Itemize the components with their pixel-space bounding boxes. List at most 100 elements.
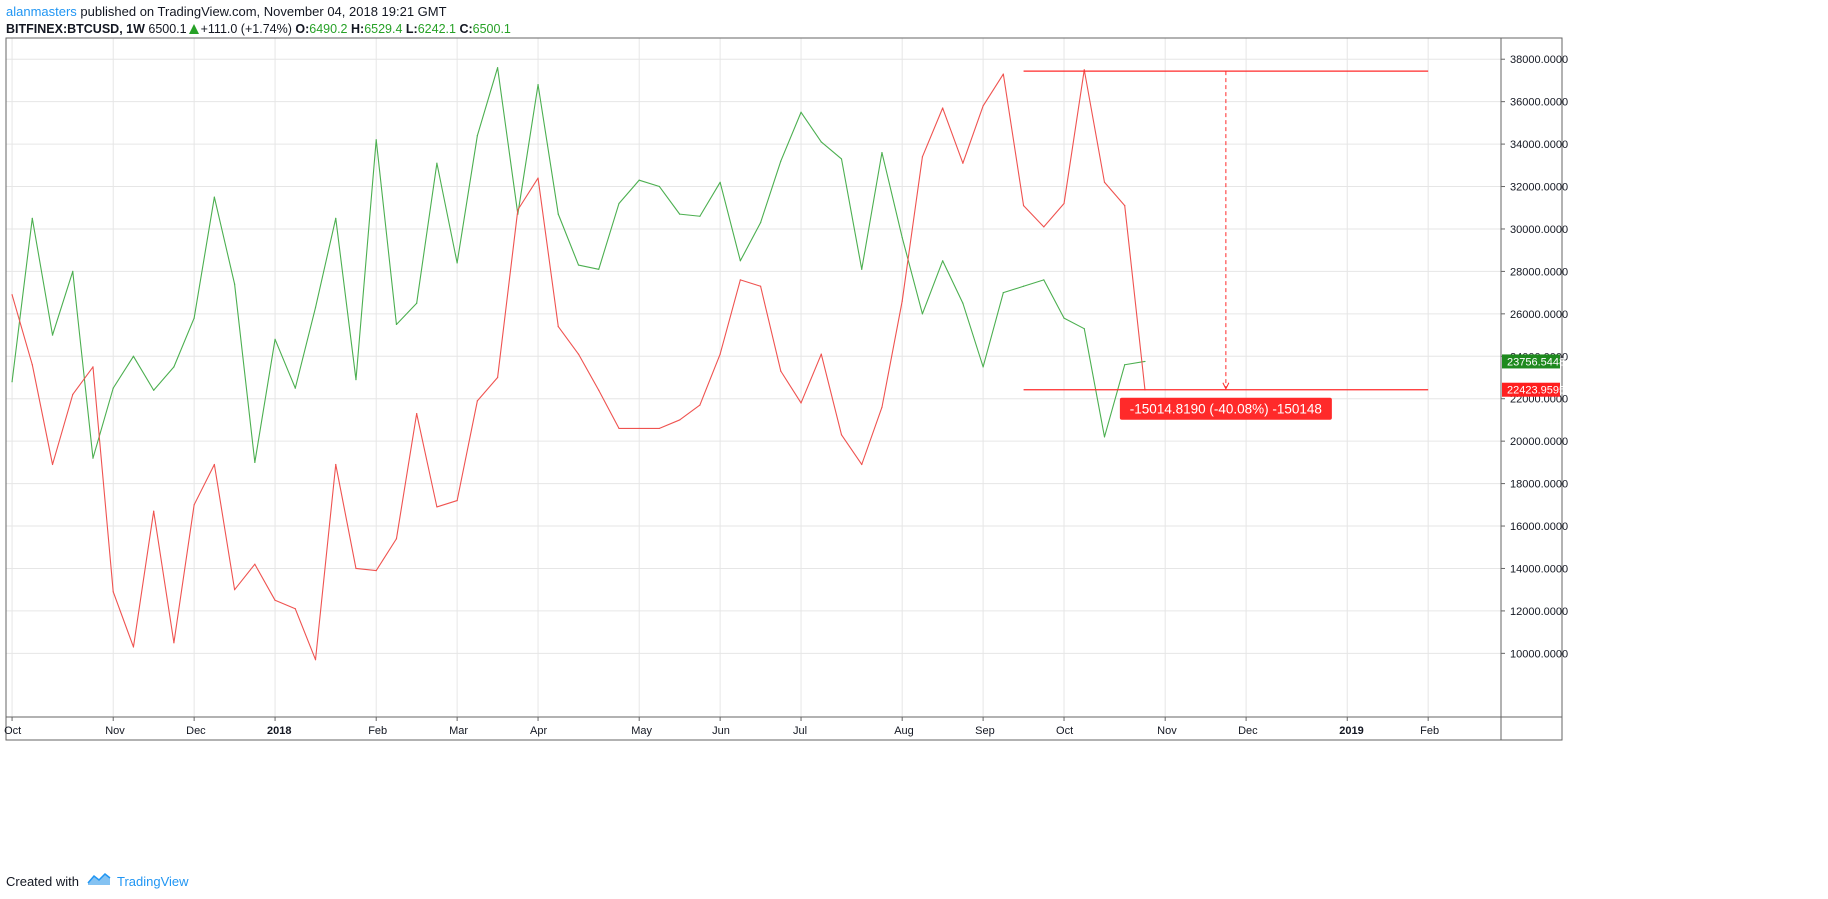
- data-point: [335, 463, 337, 466]
- data-point: [780, 370, 782, 372]
- data-point: [598, 389, 600, 391]
- data-point: [739, 279, 741, 281]
- data-point: [881, 151, 883, 154]
- y-tick-label: 12000.0000: [1510, 606, 1568, 618]
- tradingview-logo-icon[interactable]: [87, 872, 111, 891]
- data-point: [132, 646, 135, 648]
- x-tick-label: 2019: [1339, 725, 1363, 737]
- data-point: [679, 419, 681, 421]
- data-point: [254, 461, 256, 463]
- data-point: [1002, 292, 1004, 294]
- symbol-label: BITFINEX:BTCUSD, 1W: [6, 22, 145, 36]
- data-point: [759, 285, 762, 287]
- data-point: [861, 463, 863, 466]
- data-point: [658, 185, 661, 188]
- x-tick-label: Feb: [1420, 725, 1439, 737]
- data-point: [1083, 69, 1085, 71]
- data-point: [173, 366, 175, 368]
- data-point: [1022, 205, 1025, 207]
- measure-tool: -15014.8190 (-40.08%) -150148: [1023, 70, 1429, 420]
- data-point: [31, 364, 33, 366]
- y-tick-label: 26000.0000: [1510, 309, 1568, 321]
- data-point: [274, 338, 276, 340]
- data-point: [112, 591, 114, 593]
- gridlines: [6, 38, 1501, 717]
- x-tick-label: Nov: [105, 725, 125, 737]
- data-point: [618, 202, 620, 205]
- price-label: 22423.9595: [1507, 385, 1565, 397]
- x-tick-label: Jun: [712, 725, 730, 737]
- data-point: [1103, 181, 1106, 183]
- symbol-info: BITFINEX:BTCUSD, 1W 6500.1 +111.0 (+1.74%…: [6, 21, 511, 37]
- data-point: [1124, 205, 1126, 207]
- data-point: [92, 457, 94, 459]
- data-point: [1043, 279, 1045, 281]
- price-label: 23756.5448: [1507, 356, 1565, 368]
- x-tick-label: Sep: [975, 725, 995, 737]
- x-tick-label: Feb: [368, 725, 387, 737]
- data-point: [881, 406, 883, 408]
- data-point: [213, 196, 215, 198]
- y-tick-label: 28000.0000: [1510, 266, 1568, 278]
- measure-arrow-icon: [1222, 382, 1230, 390]
- low-label: L:: [405, 22, 418, 36]
- published-text: published on TradingView.com, November 0…: [76, 4, 447, 19]
- data-point: [577, 353, 580, 355]
- tradingview-link[interactable]: TradingView: [116, 873, 189, 889]
- y-tick-label: 14000.0000: [1510, 563, 1568, 575]
- data-point: [456, 499, 458, 502]
- data-point: [1043, 226, 1045, 228]
- data-point: [11, 294, 13, 296]
- series-1: [11, 67, 1146, 463]
- data-point: [193, 504, 195, 506]
- data-point: [820, 353, 822, 355]
- data-point: [112, 387, 114, 389]
- y-tick-label: 30000.0000: [1510, 224, 1568, 236]
- author-link[interactable]: alanmasters: [6, 4, 77, 19]
- data-point: [1144, 360, 1146, 363]
- data-point: [618, 427, 620, 430]
- data-point: [314, 306, 317, 309]
- publish-info: alanmasters published on TradingView.com…: [6, 4, 447, 20]
- data-point: [436, 162, 438, 164]
- x-tick-label: Jul: [793, 725, 807, 737]
- data-point: [213, 463, 215, 466]
- close-label: C:: [459, 22, 473, 36]
- data-point: [476, 135, 478, 137]
- data-point: [496, 376, 499, 379]
- open-label: O:: [295, 22, 310, 36]
- data-point: [1022, 285, 1025, 287]
- data-point: [254, 563, 256, 565]
- data-point: [557, 325, 559, 328]
- last-price: 6500.1: [148, 22, 187, 36]
- data-point: [395, 538, 398, 540]
- data-point: [153, 510, 155, 512]
- data-point: [173, 642, 175, 644]
- series-line: [11, 69, 1146, 661]
- data-point: [861, 268, 863, 270]
- data-point: [638, 179, 640, 181]
- low-value: 6242.1: [417, 22, 456, 36]
- data-point: [51, 334, 54, 336]
- data-point: [335, 217, 337, 219]
- data-point: [901, 236, 903, 239]
- data-point: [233, 283, 236, 285]
- data-point: [355, 567, 357, 570]
- data-point: [598, 268, 600, 270]
- y-tick-label: 16000.0000: [1510, 521, 1568, 533]
- data-point: [233, 589, 236, 591]
- y-tick-label: 38000.0000: [1510, 54, 1568, 66]
- data-point: [314, 659, 317, 661]
- data-point: [982, 366, 984, 368]
- data-point: [294, 387, 296, 389]
- data-point: [496, 67, 499, 69]
- open-value: 6490.2: [309, 22, 348, 36]
- data-point: [719, 181, 721, 183]
- data-point: [780, 160, 782, 162]
- x-tick-label: Oct: [1056, 725, 1073, 737]
- data-point: [92, 366, 94, 368]
- data-point: [1002, 73, 1004, 75]
- data-point: [375, 139, 377, 141]
- data-point: [72, 393, 74, 396]
